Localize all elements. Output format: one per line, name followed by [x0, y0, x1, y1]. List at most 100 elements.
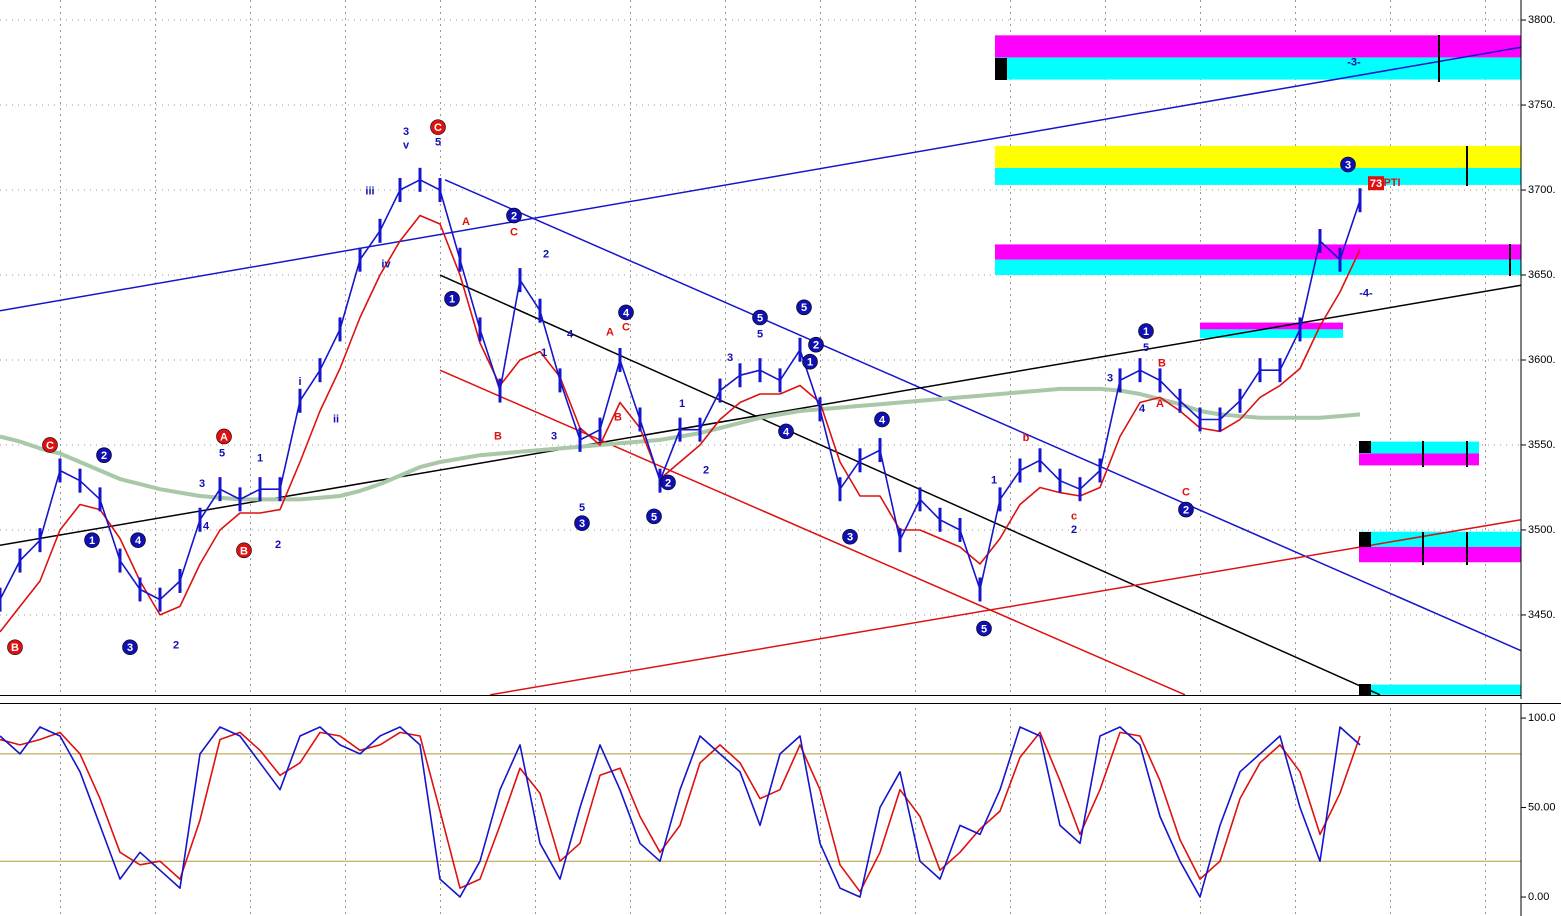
target-zone — [995, 57, 1521, 80]
wave-circle — [646, 508, 662, 525]
wave-circle — [574, 515, 590, 531]
wave-text: 2 — [511, 210, 517, 222]
wave-label: 4 — [618, 304, 634, 321]
wave-circle — [216, 428, 232, 445]
wave-label: B — [494, 430, 502, 442]
wave-circle — [122, 639, 138, 656]
target-zone — [1200, 329, 1343, 338]
wave-label: B — [614, 412, 622, 424]
wave-label: 3 — [199, 478, 205, 490]
wave-label: 1 — [444, 291, 460, 307]
wave-circle — [842, 528, 858, 545]
wave-text: 4 — [567, 328, 574, 340]
wave-text: c — [1071, 510, 1077, 522]
wave-text: C — [510, 226, 518, 238]
wave-text: 4 — [135, 535, 142, 547]
wave-label: 2 — [173, 639, 179, 651]
target-zone — [995, 35, 1521, 58]
wave-text: ii — [333, 413, 339, 425]
wave-label: A — [1156, 398, 1164, 410]
wave-text: iii — [365, 186, 374, 198]
target-zone — [995, 145, 1521, 168]
wave-label: 3 — [122, 639, 138, 656]
wave-label: PTI — [1383, 177, 1400, 189]
wave-circle — [42, 437, 58, 453]
wave-label: B — [236, 542, 252, 559]
wave-label: 5 — [796, 299, 812, 316]
wave-circle — [444, 291, 460, 307]
zone-marker — [995, 58, 1007, 80]
wave-text: B — [1158, 357, 1166, 369]
wave-label: 4 — [203, 520, 210, 532]
wave-text: B — [11, 642, 19, 654]
wave-label: 1 — [257, 452, 263, 464]
wave-circle — [130, 532, 146, 548]
wave-text: 1 — [679, 398, 685, 410]
wave-label: 4 — [1139, 403, 1146, 415]
wave-text: 1 — [1143, 326, 1149, 338]
wave-label: 2 — [275, 539, 281, 551]
wave-label: iii — [365, 186, 374, 198]
wave-circle — [752, 309, 768, 326]
y-tick-label: 3750. — [1528, 99, 1556, 111]
wave-circle — [84, 532, 100, 548]
y-tick-label: 0.00 — [1528, 891, 1549, 903]
y-tick-label: 50.00 — [1528, 801, 1556, 813]
y-tick-label: 3550. — [1528, 439, 1556, 451]
wave-text: 5 — [435, 136, 441, 148]
target-zone — [1359, 546, 1521, 563]
wave-label: 5 — [757, 328, 763, 340]
wave-text: 4 — [623, 307, 630, 319]
wave-text: 1 — [257, 452, 263, 464]
wave-label: v — [403, 140, 410, 152]
wave-label: 5 — [579, 502, 585, 514]
target-zone — [1200, 322, 1343, 330]
wave-text: 5 — [1143, 342, 1149, 354]
y-tick-label: 3500. — [1528, 524, 1556, 536]
wave-text: i — [298, 376, 301, 388]
wave-text: 3 — [579, 518, 585, 530]
wave-label: 5 — [752, 309, 768, 326]
target-zone — [995, 167, 1521, 185]
wave-text: 3 — [727, 352, 733, 364]
y-tick-label: 3650. — [1528, 269, 1556, 281]
zone-marker — [1359, 684, 1371, 695]
wave-label: 4 — [874, 411, 890, 428]
wave-label: 2 — [660, 474, 676, 491]
wave-label: 5 — [1143, 342, 1149, 354]
wave-label: -4- — [1359, 288, 1373, 300]
target-zone — [1359, 441, 1479, 454]
wave-text: 5 — [981, 623, 987, 635]
axis-background — [1521, 0, 1561, 916]
grid-pattern — [0, 0, 1521, 695]
wave-label: C — [42, 437, 58, 453]
wave-text: 2 — [543, 249, 549, 261]
wave-circle — [236, 542, 252, 559]
wave-label: B — [7, 639, 23, 656]
wave-text: 5 — [579, 502, 585, 514]
panel-separator — [0, 699, 1561, 703]
wave-label: 5 — [646, 508, 662, 525]
target-zone — [995, 259, 1521, 276]
wave-text: 4 — [1139, 403, 1146, 415]
series-line — [0, 731, 1361, 893]
wave-label: 3 — [1340, 156, 1356, 173]
wave-text: 1 — [449, 294, 455, 306]
wave-text: 3 — [199, 478, 205, 490]
wave-text: 3 — [127, 642, 133, 654]
wave-text: PTI — [1383, 177, 1400, 189]
wave-label: 5 — [219, 447, 225, 459]
target-zone — [1359, 453, 1479, 466]
wave-text: 5 — [651, 511, 657, 523]
wave-text: 2 — [173, 639, 179, 651]
wave-text: 3 — [1345, 159, 1351, 171]
wave-circle — [874, 411, 890, 428]
wave-label: 1 — [1138, 323, 1154, 339]
wave-circle — [1138, 323, 1154, 339]
wave-label: 3 — [551, 430, 557, 442]
wave-label: 2 — [1071, 524, 1077, 536]
wave-label: A — [462, 216, 470, 228]
target-zone — [1359, 531, 1521, 547]
wave-label: 4 — [567, 328, 574, 340]
